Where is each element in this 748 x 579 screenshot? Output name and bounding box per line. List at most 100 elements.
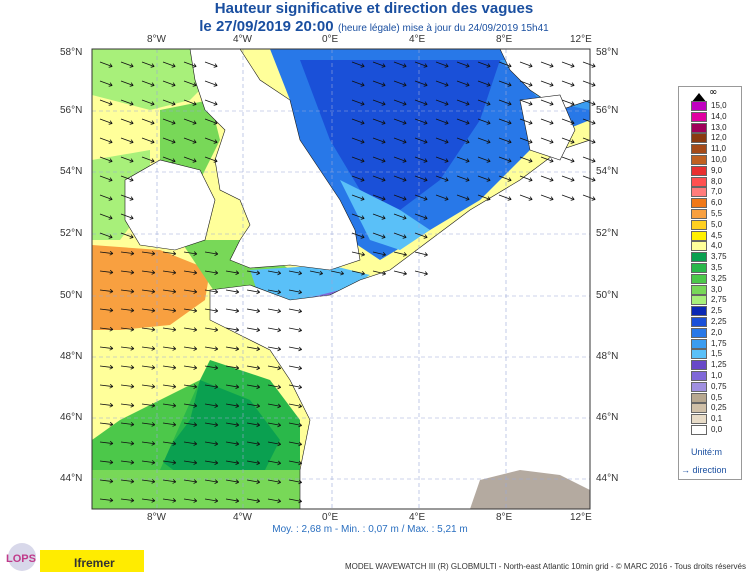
direction-arrow xyxy=(120,478,135,484)
direction-arrow xyxy=(120,440,135,446)
direction-arrow xyxy=(204,251,219,256)
direction-arrow xyxy=(372,213,386,220)
direction-arrow xyxy=(372,156,386,163)
direction-arrow xyxy=(120,497,135,503)
direction-arrow xyxy=(414,194,428,201)
direction-arrow xyxy=(351,213,365,220)
direction-arrow xyxy=(204,80,218,87)
direction-arrow xyxy=(141,422,156,427)
direction-arrow xyxy=(267,384,282,390)
direction-arrow xyxy=(414,99,428,106)
direction-arrow xyxy=(519,80,533,87)
direction-arrow xyxy=(288,498,303,504)
direction-arrow xyxy=(246,498,261,504)
legend-level-label: 10,0 xyxy=(711,155,727,164)
direction-arrow xyxy=(99,61,113,68)
direction-arrow xyxy=(225,289,240,295)
direction-arrow xyxy=(99,99,113,106)
legend-swatch xyxy=(691,284,707,295)
legend-swatch xyxy=(691,403,707,414)
direction-arrow xyxy=(162,99,176,106)
direction-arrow xyxy=(351,137,365,144)
direction-arrow xyxy=(477,99,491,106)
legend-level-label: 15,0 xyxy=(711,101,727,110)
direction-arrow xyxy=(99,497,114,503)
direction-arrow xyxy=(267,346,282,352)
legend-swatch xyxy=(691,414,707,425)
legend-swatch xyxy=(691,209,707,219)
direction-arrow xyxy=(183,289,198,294)
direction-arrow xyxy=(99,478,114,484)
direction-arrow xyxy=(162,137,176,144)
direction-arrow xyxy=(393,80,407,87)
direction-arrow xyxy=(120,194,134,201)
direction-arrow xyxy=(435,61,449,68)
direction-arrow xyxy=(204,270,219,275)
direction-arrow xyxy=(414,232,428,239)
direction-arrow xyxy=(183,137,197,144)
legend-level-label: 0,75 xyxy=(711,381,727,391)
lon-label: 0°E xyxy=(322,512,339,523)
legend-swatch xyxy=(691,155,707,165)
legend-swatch xyxy=(691,263,707,273)
lat-label: 44°N xyxy=(60,473,83,484)
legend-level-label: 9,0 xyxy=(711,165,723,175)
direction-arrow xyxy=(99,459,114,465)
direction-arrow xyxy=(204,99,218,106)
legend-swatch xyxy=(691,273,707,284)
stats-line: Moy. : 2,68 m - Min. : 0,07 m / Max. : 5… xyxy=(272,524,468,535)
direction-arrow xyxy=(477,118,491,125)
direction-arrow xyxy=(246,460,261,466)
direction-arrow xyxy=(582,194,596,201)
lat-label: 46°N xyxy=(596,412,619,423)
legend-level-label: 5,0 xyxy=(711,219,723,229)
direction-arrow xyxy=(204,422,219,427)
direction-arrow xyxy=(288,327,303,333)
legend-level-label: 1,25 xyxy=(711,360,727,370)
direction-arrow xyxy=(477,80,491,87)
direction-arrow xyxy=(99,194,113,201)
direction-arrow xyxy=(246,346,261,352)
direction-arrow xyxy=(456,80,470,87)
direction-arrow xyxy=(183,346,198,351)
legend-swatch xyxy=(691,165,707,176)
direction-arrow xyxy=(393,99,407,106)
direction-arrows xyxy=(99,61,596,504)
direction-arrow xyxy=(246,327,261,333)
direction-arrow xyxy=(540,194,554,201)
lat-label: 56°N xyxy=(596,105,619,116)
direction-arrow xyxy=(246,384,261,390)
direction-arrow xyxy=(99,440,114,446)
direction-arrow xyxy=(204,346,219,351)
legend-swatch xyxy=(691,252,707,263)
legend-level-label: 3,25 xyxy=(711,273,727,283)
direction-arrow xyxy=(183,460,198,465)
direction-arrow xyxy=(162,251,177,256)
direction-arrow xyxy=(393,61,407,68)
direction-arrow xyxy=(99,421,114,427)
legend-swatch xyxy=(691,198,707,209)
direction-arrow xyxy=(204,327,219,332)
legend-swatch xyxy=(691,101,707,111)
legend-swatch xyxy=(691,111,707,122)
direction-arrow xyxy=(246,365,261,371)
direction-arrow xyxy=(162,308,177,313)
direction-arrow xyxy=(456,99,470,106)
lon-label: 12°E xyxy=(570,512,592,523)
direction-arrow xyxy=(372,194,386,201)
direction-arrow xyxy=(540,61,554,68)
lon-label: 4°E xyxy=(409,512,426,523)
direction-arrow xyxy=(498,194,512,201)
legend-level-label: 13,0 xyxy=(711,122,727,132)
legend-level-label: 1,0 xyxy=(711,371,723,380)
color-legend: ∞ 15,0 14,0 13,0 12,0 11,0 10,0 9,0 8,0 7,0 6,0 5,… xyxy=(678,86,742,480)
direction-arrow xyxy=(141,346,156,351)
footer-credit: MODEL WAVEWATCH III (R) GLOBMULTI - Nort… xyxy=(345,562,746,571)
direction-arrow xyxy=(393,232,407,239)
legend-level-label: 3,75 xyxy=(711,252,727,262)
direction-arrow xyxy=(183,251,198,256)
direction-arrow xyxy=(141,251,156,256)
legend-direction: → direction xyxy=(681,465,727,475)
direction-arrow xyxy=(120,99,134,106)
legend-swatch xyxy=(691,425,707,435)
